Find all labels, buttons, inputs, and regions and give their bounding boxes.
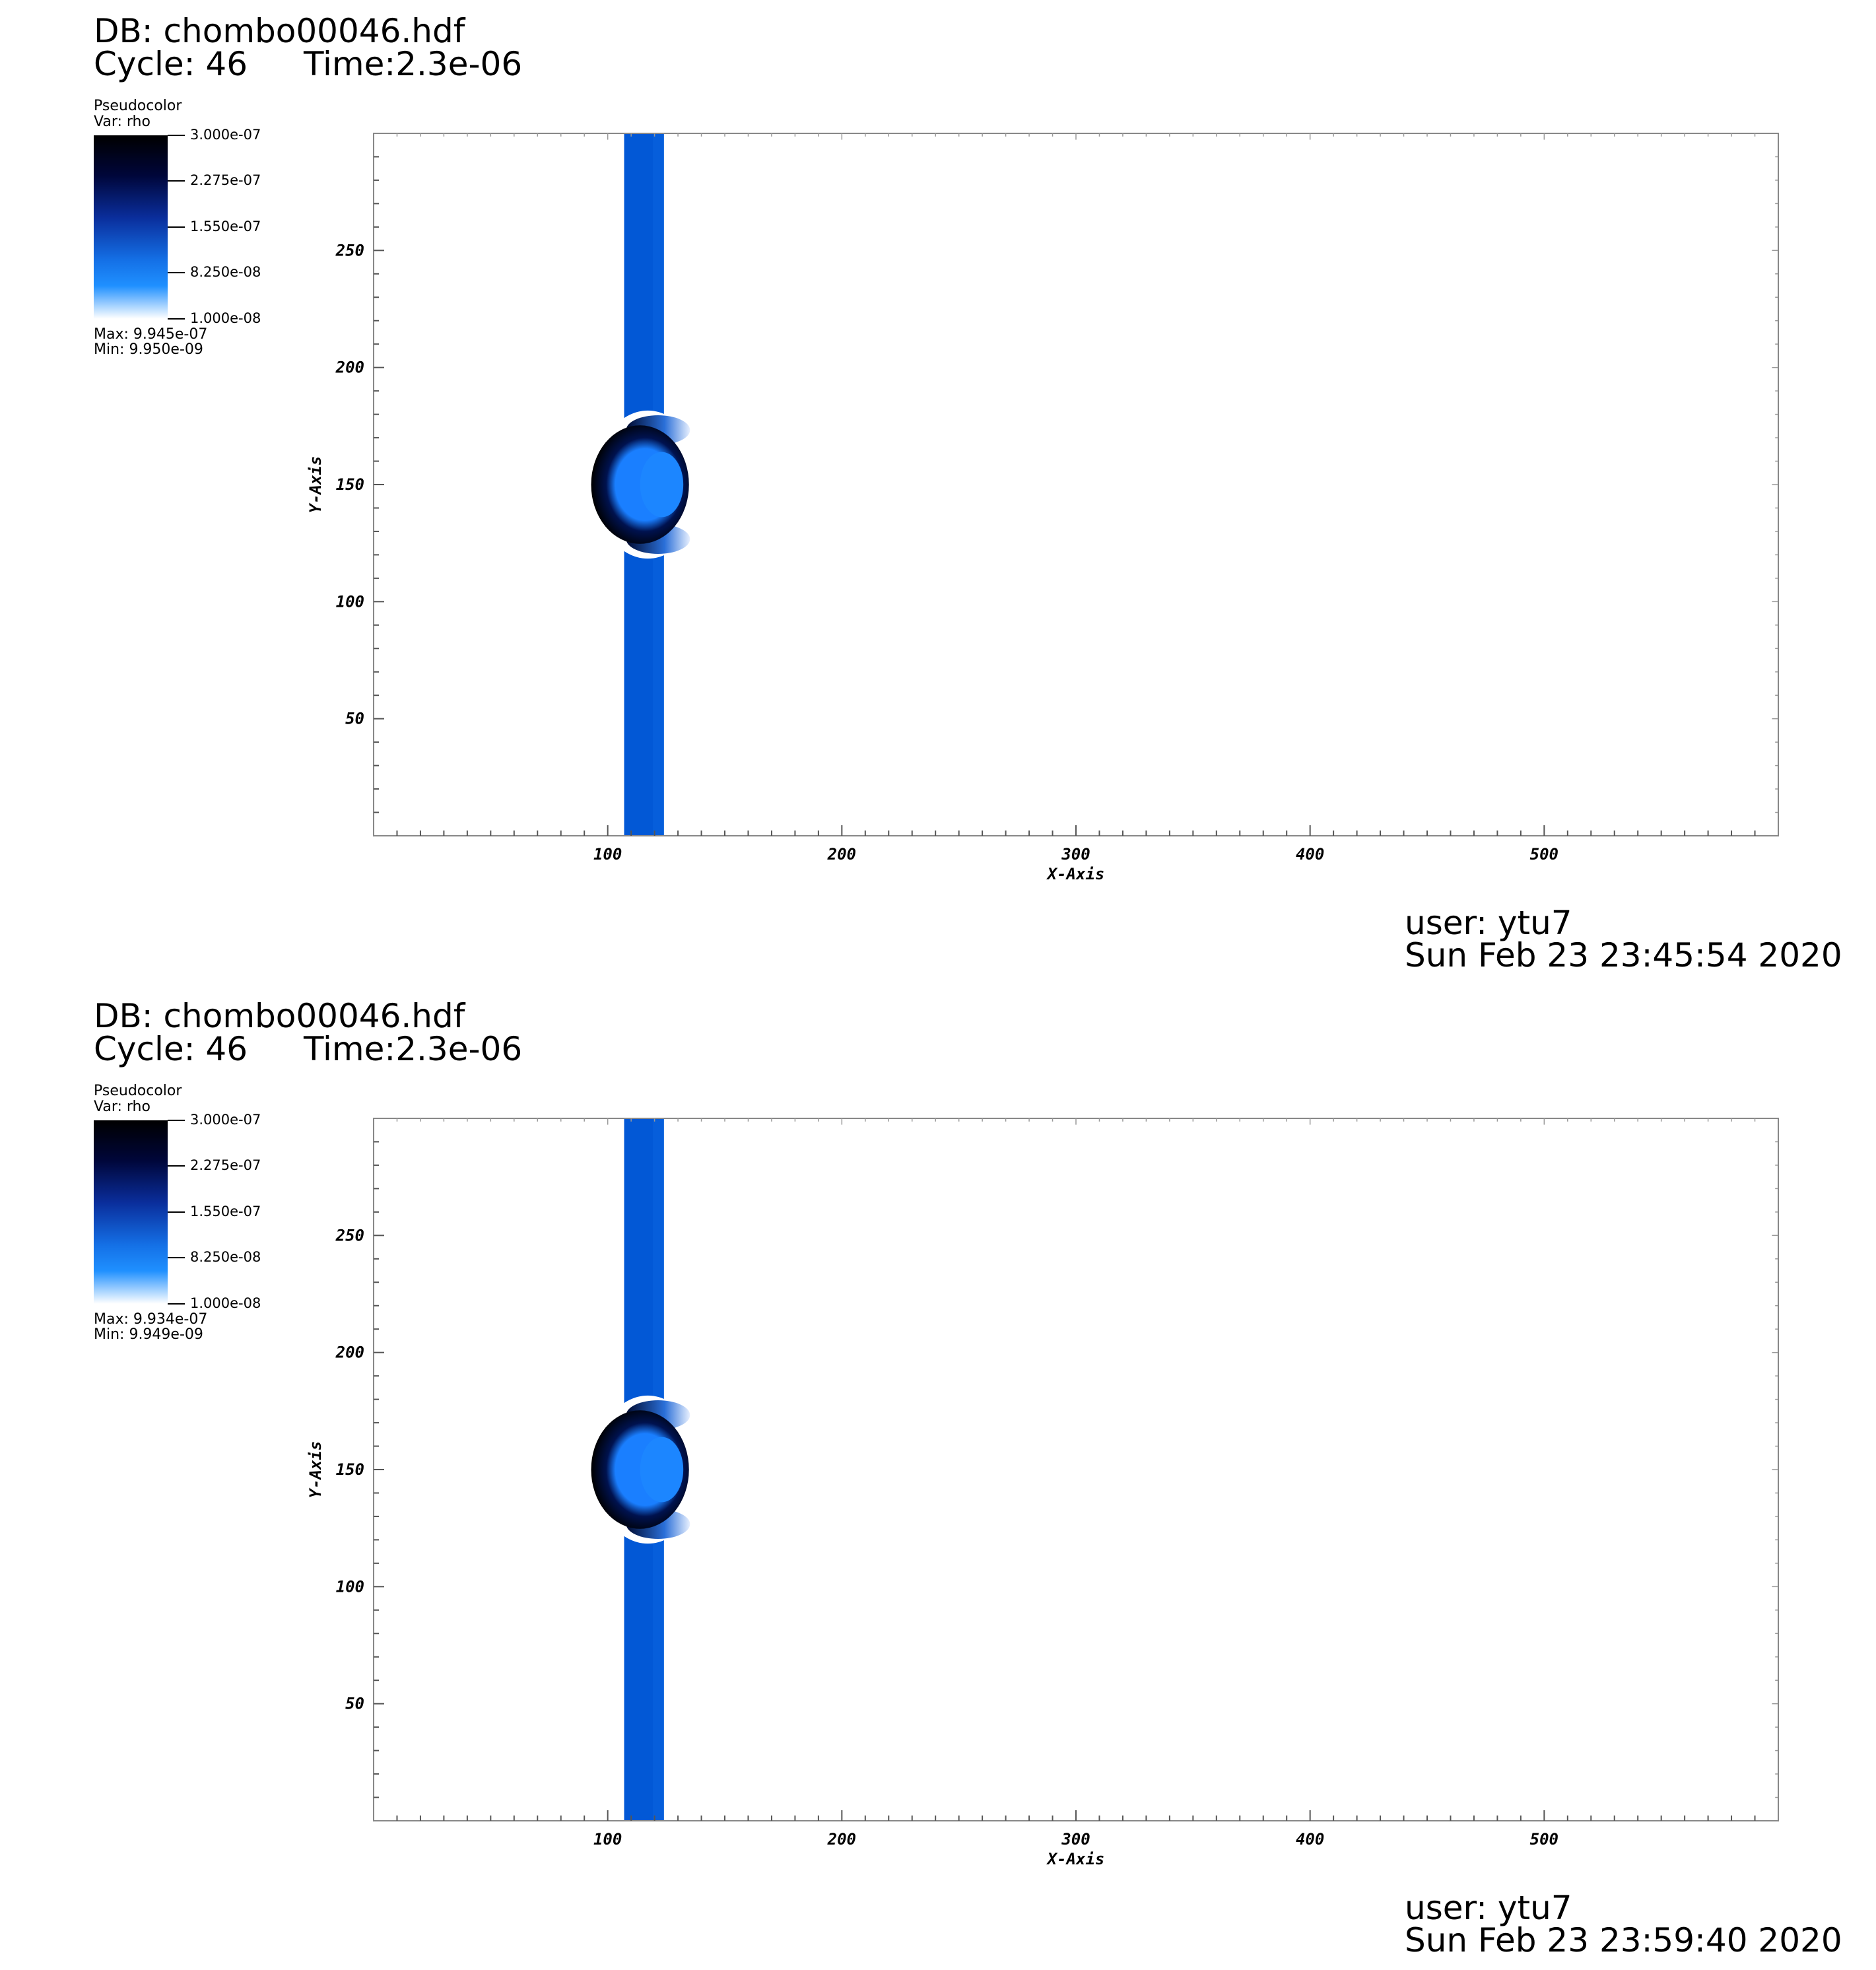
colorbar-tick-mark [168,1303,185,1305]
legend-max: Max: 9.934e-07 [94,1311,208,1328]
colorbar-tick-mark [168,180,185,182]
colorbar-tick-mark [168,135,185,136]
legend-max: Max: 9.945e-07 [94,326,208,343]
x-tick-label: 200 [827,845,856,864]
colorbar-tick-mark [168,1165,185,1167]
y-tick-label: 150 [336,1460,364,1479]
y-axis-title: Y-Axis [306,1441,325,1499]
x-tick-label: 400 [1296,1830,1324,1849]
legend-variable: Var: rho [94,1099,151,1115]
colorbar-tick-label: 8.250e-08 [190,1249,261,1265]
legend-min: Min: 9.949e-09 [94,1326,203,1343]
colorbar-tick-label: 1.550e-07 [190,219,261,234]
colorbar-tick-label: 2.275e-07 [190,172,261,188]
x-tick-label: 400 [1296,845,1324,864]
colorbar-tick-label: 3.000e-07 [190,127,261,143]
colorbar-tick-label: 2.275e-07 [190,1157,261,1173]
colorbar-tick-label: 1.550e-07 [190,1204,261,1219]
x-tick-label: 300 [1061,845,1090,864]
cycle-label: Cycle: 46 [94,45,248,83]
colorbar [94,135,168,319]
y-tick-label: 150 [336,475,364,494]
time-label: Time:2.3e-06 [304,1030,523,1068]
x-tick-label: 100 [593,845,622,864]
legend-min: Min: 9.950e-09 [94,341,203,358]
x-axis-title: X-Axis [1046,1850,1105,1868]
colorbar-tick-label: 1.000e-08 [190,1295,261,1311]
time-label: Time:2.3e-06 [304,45,523,83]
y-tick-label: 50 [345,710,364,728]
x-tick-label: 500 [1530,1830,1558,1849]
plot-panel-1: DB: chombo00046.hdf Cycle: 46 Time:2.3e-… [94,12,1842,974]
plot-area [374,133,1778,836]
heatmap-plot: 100 200 300 400 500 50 100 150 200 250 X-Axis Y-Axi… [306,133,1779,883]
user-label: user: ytu7 [1405,1889,1572,1927]
user-label: user: ytu7 [1405,904,1572,942]
colorbar [94,1120,168,1304]
legend-plot-type: Pseudocolor [94,98,182,114]
cycle-label: Cycle: 46 [94,1030,248,1068]
x-tick-label: 100 [593,1830,622,1849]
y-tick-label: 50 [345,1695,364,1713]
colorbar-tick-mark [168,1120,185,1121]
colorbar-tick-label: 8.250e-08 [190,264,261,280]
date-label: Sun Feb 23 23:59:40 2020 [1405,1921,1842,1959]
y-tick-label: 250 [335,1226,364,1244]
database-label: DB: chombo00046.hdf [94,997,465,1035]
x-tick-label: 300 [1061,1830,1090,1849]
y-tick-label: 200 [335,1343,364,1362]
y-tick-label: 100 [336,1577,364,1596]
colorbar-tick-mark [168,1211,185,1213]
y-tick-label: 200 [335,358,364,377]
bow-core [640,1437,684,1503]
bow-core [640,452,684,518]
date-label: Sun Feb 23 23:45:54 2020 [1405,936,1842,974]
colorbar-tick-mark [168,226,185,228]
y-tick-label: 250 [335,241,364,259]
colorbar-tick-mark [168,318,185,320]
y-axis-title: Y-Axis [306,456,325,514]
database-label: DB: chombo00046.hdf [94,12,465,50]
x-tick-label: 500 [1530,845,1558,864]
colorbar-tick-mark [168,272,185,273]
colorbar-tick-label: 3.000e-07 [190,1112,261,1128]
colorbar-tick-mark [168,1257,185,1258]
x-axis-title: X-Axis [1046,865,1105,883]
y-tick-label: 100 [336,592,364,611]
colorbar-tick-label: 1.000e-08 [190,310,261,326]
plot-panel-2: DB: chombo00046.hdf Cycle: 46 Time:2.3e-… [0,985,1876,1970]
x-tick-label: 200 [827,1830,856,1849]
legend-plot-type: Pseudocolor [94,1083,182,1099]
heatmap-plot: 100 200 300 400 500 50 100 150 200 250 X-Axis Y-Axi… [306,1118,1779,1868]
plot-area [374,1118,1778,1821]
legend-variable: Var: rho [94,114,151,130]
